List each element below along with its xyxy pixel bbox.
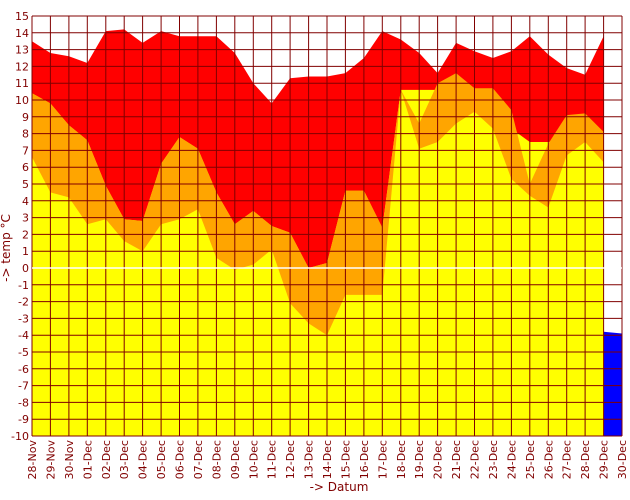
y-tick-label: -3 — [18, 312, 29, 325]
x-tick-label: 07-Dec — [192, 440, 205, 479]
y-tick-label: -4 — [18, 329, 29, 342]
x-tick-label: 16-Dec — [358, 440, 371, 479]
y-tick-label: 3 — [22, 212, 29, 225]
y-tick-label: -7 — [18, 380, 29, 393]
x-tick-label: 18-Dec — [395, 440, 408, 479]
x-tick-label: 08-Dec — [210, 440, 223, 479]
x-tick-label: 13-Dec — [303, 440, 316, 479]
x-tick-label: 20-Dec — [432, 440, 445, 479]
x-tick-label: 29-Dec — [598, 440, 611, 479]
x-tick-label: 30-Dec — [616, 440, 629, 479]
y-tick-label: -10 — [11, 430, 29, 443]
y-tick-label: -8 — [18, 396, 29, 409]
y-tick-label: 2 — [22, 228, 29, 241]
y-tick-label: 10 — [15, 94, 29, 107]
x-tick-label: 03-Dec — [118, 440, 131, 479]
x-axis-title: -> Datum — [310, 480, 369, 494]
y-tick-labels: 1514131211109876543210-1-2-3-4-5-6-7-8-9… — [11, 10, 29, 443]
y-tick-label: 1 — [22, 245, 29, 258]
y-tick-label: 14 — [15, 27, 29, 40]
y-tick-label: -5 — [18, 346, 29, 359]
area-series-5 — [32, 89, 604, 437]
y-tick-label: 6 — [22, 161, 29, 174]
x-tick-label: 15-Dec — [339, 440, 352, 479]
x-tick-label: 26-Dec — [542, 440, 555, 479]
x-tick-label: 28-Dec — [579, 440, 592, 479]
x-tick-label: 10-Dec — [247, 440, 260, 479]
x-tick-label: 06-Dec — [174, 440, 187, 479]
x-tick-label: 27-Dec — [561, 440, 574, 479]
x-tick-label: 30-Nov — [63, 440, 76, 480]
x-tick-label: 19-Dec — [413, 440, 426, 479]
y-tick-label: 11 — [15, 77, 29, 90]
y-tick-label: 5 — [22, 178, 29, 191]
x-tick-label: 14-Dec — [321, 440, 334, 479]
x-tick-label: 22-Dec — [469, 440, 482, 479]
y-tick-label: 13 — [15, 44, 29, 57]
y-tick-label: 7 — [22, 144, 29, 157]
x-tick-label: 09-Dec — [229, 440, 242, 479]
y-tick-label: -6 — [18, 363, 29, 376]
x-tick-label: 01-Dec — [81, 440, 94, 479]
x-tick-labels: 28-Nov 29-Nov 30-Nov 01-Dec 02-Dec 03-Dec 04-D… — [26, 440, 629, 480]
y-tick-label: 9 — [22, 111, 29, 124]
x-tick-label: 25-Dec — [524, 440, 537, 479]
x-tick-label: 12-Dec — [284, 440, 297, 479]
grid-layer — [31, 15, 623, 437]
x-tick-label: 04-Dec — [137, 440, 150, 479]
y-tick-label: -9 — [18, 413, 29, 426]
y-tick-label: 12 — [15, 60, 29, 73]
y-tick-label: 8 — [22, 128, 29, 141]
x-tick-label: 28-Nov — [26, 440, 39, 480]
x-tick-label: 24-Dec — [505, 440, 518, 479]
y-tick-label: 4 — [22, 195, 29, 208]
y-tick-label: 0 — [22, 262, 29, 275]
x-tick-label: 21-Dec — [450, 440, 463, 479]
y-tick-label: 15 — [15, 10, 29, 23]
x-tick-label: 17-Dec — [376, 440, 389, 479]
x-tick-label: 11-Dec — [266, 440, 279, 479]
x-tick-label: 02-Dec — [100, 440, 113, 479]
y-tick-label: -1 — [18, 279, 29, 292]
y-tick-label: -2 — [18, 296, 29, 309]
x-tick-label: 29-Nov — [44, 440, 57, 480]
x-tick-label: 05-Dec — [155, 440, 168, 479]
y-axis-title: -> temp °C — [0, 214, 13, 282]
x-tick-label: 23-Dec — [487, 440, 500, 479]
